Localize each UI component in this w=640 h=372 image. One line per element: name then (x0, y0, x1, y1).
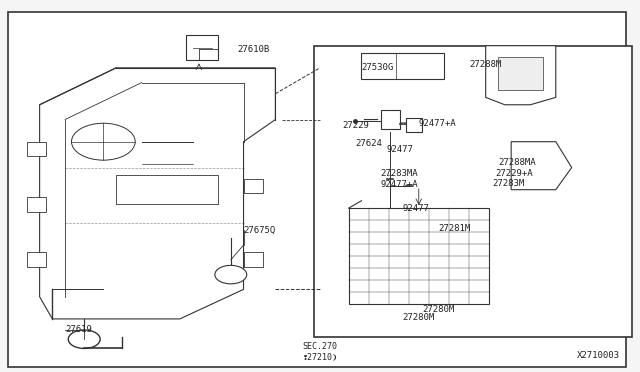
Bar (406, 118, 422, 132)
Text: 27283M: 27283M (492, 179, 524, 187)
Bar (27, 197, 46, 212)
Text: X2710003: X2710003 (577, 351, 620, 360)
Text: 27229+A: 27229+A (495, 169, 533, 177)
Text: 92477+A: 92477+A (381, 180, 418, 189)
Text: 27530G: 27530G (362, 63, 394, 72)
Text: 92477+A: 92477+A (419, 119, 456, 128)
Polygon shape (486, 46, 556, 105)
Bar (186, 35, 218, 61)
Text: 27283MA: 27283MA (381, 169, 418, 177)
Bar (244, 179, 262, 193)
Bar (314, 46, 632, 337)
Text: 92477: 92477 (403, 203, 429, 213)
Circle shape (215, 265, 246, 284)
Bar (349, 208, 489, 304)
Polygon shape (511, 142, 572, 190)
Text: 27288MA: 27288MA (499, 157, 536, 167)
Text: 27280M: 27280M (422, 305, 454, 314)
Circle shape (72, 123, 135, 160)
Text: 92477: 92477 (387, 145, 414, 154)
Text: 27281M: 27281M (438, 224, 470, 233)
Bar (499, 57, 543, 90)
Bar (116, 175, 218, 205)
Text: 27624: 27624 (355, 139, 382, 148)
Bar (27, 253, 46, 267)
Text: 27610B: 27610B (237, 45, 269, 54)
Text: 27619: 27619 (65, 326, 92, 334)
Text: 27675Q: 27675Q (244, 226, 276, 235)
Text: SEC.270
❢27210❩: SEC.270 ❢27210❩ (303, 343, 337, 362)
Bar (27, 142, 46, 157)
Bar (381, 110, 399, 129)
Bar (244, 253, 262, 267)
Text: 27280M: 27280M (403, 312, 435, 321)
Text: 27288M: 27288M (470, 60, 502, 69)
Bar (362, 53, 444, 79)
Circle shape (68, 330, 100, 349)
Text: 27229: 27229 (342, 121, 369, 129)
Polygon shape (40, 68, 275, 319)
